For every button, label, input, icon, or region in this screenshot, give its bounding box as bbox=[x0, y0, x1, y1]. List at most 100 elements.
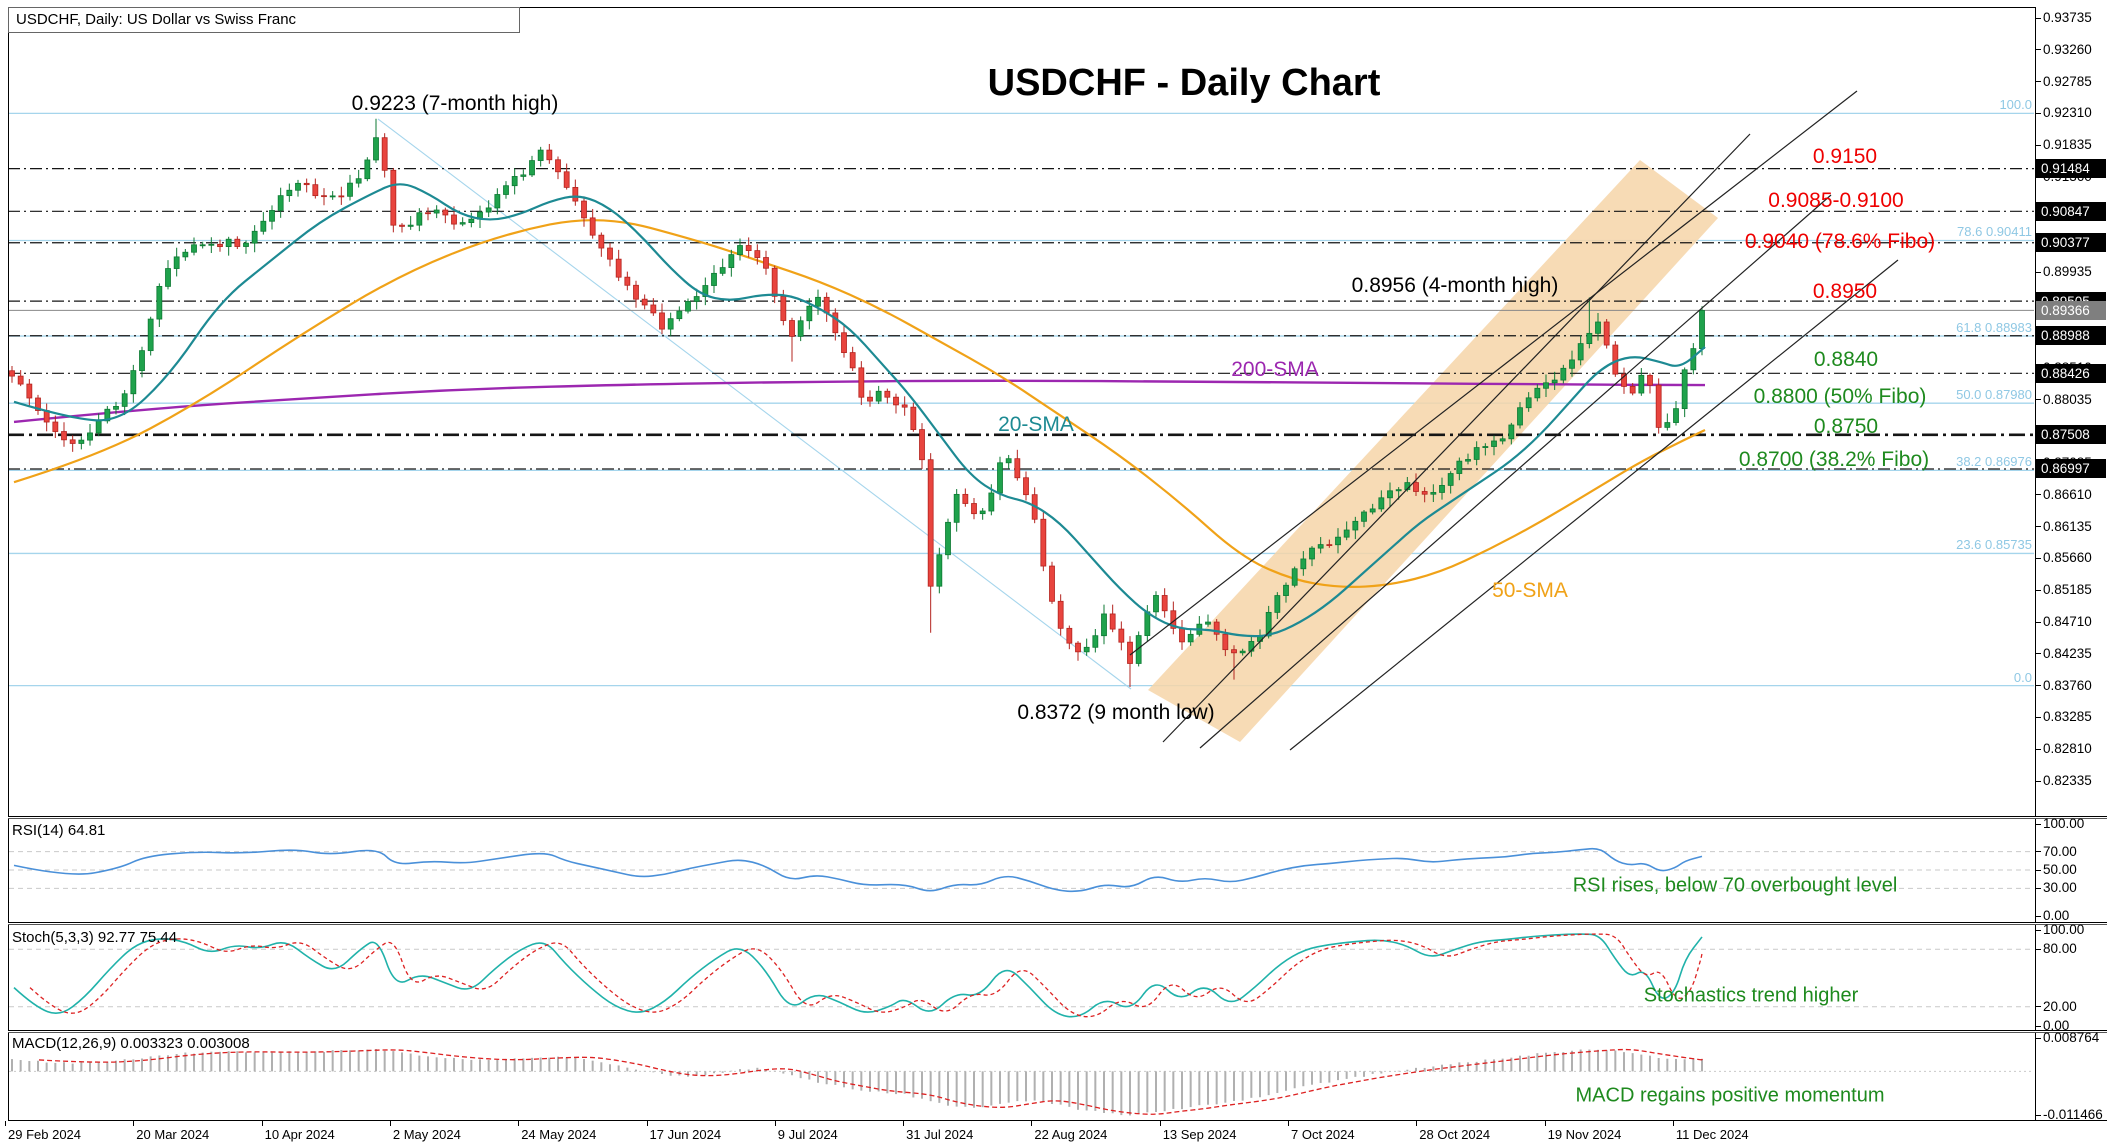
time-axis-tick bbox=[133, 1121, 135, 1126]
stoch-k-line bbox=[13, 933, 1703, 1018]
price-axis-label: 0.008764 bbox=[2043, 1030, 2100, 1045]
price-axis-tick bbox=[2035, 887, 2041, 889]
price-axis-tick bbox=[2035, 915, 2041, 917]
sma20-label: 20-SMA bbox=[998, 413, 1074, 436]
price-axis-tick bbox=[2035, 1006, 2041, 1008]
fibo-level-label: 23.6 0.85735 bbox=[1956, 537, 2032, 553]
macd-panel-label: MACD(12,26,9) 0.003323 0.003008 bbox=[12, 1035, 250, 1052]
time-axis-tick bbox=[1672, 1121, 1674, 1126]
price-axis-tick bbox=[2035, 271, 2041, 273]
price-axis-label: 0.93735 bbox=[2043, 10, 2092, 25]
fibo-level-label: 50.0 0.87980 bbox=[1956, 387, 2032, 403]
price-axis-tick bbox=[2035, 81, 2041, 83]
time-axis-tick bbox=[1288, 1121, 1289, 1126]
price-axis-label: 0.00 bbox=[2043, 1018, 2070, 1033]
time-axis-label: 24 May 2024 bbox=[521, 1127, 597, 1142]
price-axis-tick bbox=[2035, 144, 2041, 146]
time-axis-tick bbox=[389, 1121, 391, 1126]
time-axis-tick bbox=[646, 1121, 648, 1126]
time-axis-label: 20 Mar 2024 bbox=[136, 1127, 210, 1142]
main-chart-panel[interactable] bbox=[8, 90, 2035, 751]
price-axis-label: 30.00 bbox=[2043, 880, 2077, 896]
fibo-level-label: 38.2 0.86976 bbox=[1956, 454, 2032, 470]
fibo-level-label: 100.0 bbox=[1999, 97, 2032, 113]
price-axis-label: 70.00 bbox=[2043, 843, 2077, 859]
sma200-label: 200-SMA bbox=[1231, 358, 1319, 381]
price-axis-label: 0.86135 bbox=[2043, 518, 2092, 534]
stoch-panel[interactable] bbox=[9, 933, 2034, 1018]
price-axis-tick bbox=[2035, 948, 2041, 950]
time-axis-tick bbox=[774, 1121, 776, 1126]
price-axis-label: 0.00 bbox=[2043, 908, 2070, 923]
time-axis-label: 28 Oct 2024 bbox=[1419, 1127, 1491, 1142]
sma50-line bbox=[13, 219, 1706, 588]
resistance-level-9085: 0.9085-0.9100 bbox=[1768, 189, 1904, 212]
time-axis-tick bbox=[5, 1121, 6, 1126]
candles[interactable] bbox=[9, 118, 1705, 687]
price-axis-label: 0.84235 bbox=[2043, 645, 2092, 661]
time-axis-label: 29 Feb 2024 bbox=[8, 1127, 82, 1142]
time-axis-label: 19 Nov 2024 bbox=[1547, 1127, 1622, 1142]
symbol-header-box: USDCHF, Daily: US Dollar vs Swiss Franc bbox=[8, 7, 520, 33]
price-axis-label: 20.00 bbox=[2043, 998, 2077, 1014]
price-axis-tick bbox=[2035, 399, 2041, 400]
price-level-badge: 0.88426 bbox=[2036, 363, 2106, 383]
price-axis-tick bbox=[2035, 621, 2041, 623]
rsi-panel[interactable] bbox=[9, 847, 2034, 893]
price-axis-label: 0.82810 bbox=[2043, 741, 2092, 757]
price-axis-tick bbox=[2035, 557, 2041, 559]
price-axis-label: 0.85660 bbox=[2043, 550, 2092, 566]
price-axis-tick bbox=[2035, 653, 2041, 655]
support-level-8800: 0.8800 (50% Fibo) bbox=[1753, 385, 1927, 408]
support-level-8750: 0.8750 bbox=[1813, 415, 1879, 438]
macd-signal-line bbox=[38, 1048, 1703, 1115]
price-axis-tick bbox=[2035, 929, 2041, 931]
time-axis-tick bbox=[1031, 1121, 1033, 1126]
separator-main-rsi[interactable] bbox=[8, 816, 2107, 819]
time-axis-tick bbox=[1416, 1121, 1418, 1126]
price-axis-label: 0.92310 bbox=[2043, 105, 2092, 121]
price-level-badge: 0.90377 bbox=[2036, 233, 2106, 253]
price-axis-label: 0.82335 bbox=[2043, 773, 2092, 788]
price-axis-tick bbox=[2035, 526, 2041, 528]
time-axis-tick bbox=[518, 1121, 520, 1126]
time-axis-label: 7 Oct 2024 bbox=[1291, 1127, 1355, 1142]
price-axis-label: 0.85185 bbox=[2043, 582, 2092, 598]
price-axis-label: 0.83285 bbox=[2043, 709, 2092, 725]
price-axis-label: 0.92785 bbox=[2043, 73, 2092, 89]
price-axis-tick bbox=[2035, 685, 2041, 687]
time-axis-label: 13 Sep 2024 bbox=[1162, 1127, 1237, 1142]
time-axis-label: 9 Jul 2024 bbox=[777, 1127, 838, 1142]
symbol-header-text: USDCHF, Daily: US Dollar vs Swiss Franc bbox=[16, 11, 297, 28]
price-level-badge: 0.87508 bbox=[2036, 425, 2106, 445]
time-axis-label: 17 Jun 2024 bbox=[649, 1127, 722, 1142]
time-axis-label: 11 Dec 2024 bbox=[1675, 1127, 1749, 1142]
resistance-level-9040: 0.9040 (78.6% Fibo) bbox=[1744, 230, 1936, 253]
price-axis-label: 0.88035 bbox=[2043, 391, 2092, 407]
fibo-level-label: 78.6 0.90411 bbox=[1957, 224, 2032, 240]
stoch-note: Stochastics trend higher bbox=[1643, 984, 1859, 1007]
time-axis-tick bbox=[1159, 1121, 1161, 1126]
page-title: USDCHF - Daily Chart bbox=[987, 62, 1381, 104]
time-axis-tick bbox=[261, 1121, 263, 1126]
peak-annotation: 0.9223 (7-month high) bbox=[351, 92, 559, 115]
price-axis-label: 50.00 bbox=[2043, 862, 2077, 877]
sma20-line bbox=[13, 183, 1706, 638]
price-axis-label: 0.84710 bbox=[2043, 614, 2092, 630]
time-axis-tick bbox=[903, 1121, 905, 1126]
price-level-badge: 0.88988 bbox=[2036, 326, 2106, 346]
price-axis-label: 80.00 bbox=[2043, 941, 2077, 957]
separator-rsi-stoch[interactable] bbox=[8, 922, 2107, 925]
support-level-8700: 0.8700 (38.2% Fibo) bbox=[1738, 448, 1930, 471]
nine-month-low-annotation: 0.8372 (9 month low) bbox=[1017, 701, 1215, 724]
price-axis-label: -0.011466 bbox=[2043, 1107, 2103, 1122]
time-axis-label: 2 May 2024 bbox=[392, 1127, 461, 1142]
macd-panel[interactable] bbox=[9, 1048, 2034, 1116]
price-axis-tick bbox=[2035, 869, 2041, 871]
price-level-badge: 0.91484 bbox=[2036, 159, 2106, 179]
separator-stoch-macd[interactable] bbox=[8, 1030, 2107, 1033]
price-axis-label: 0.86610 bbox=[2043, 486, 2092, 502]
price-axis-tick bbox=[2035, 1114, 2041, 1116]
